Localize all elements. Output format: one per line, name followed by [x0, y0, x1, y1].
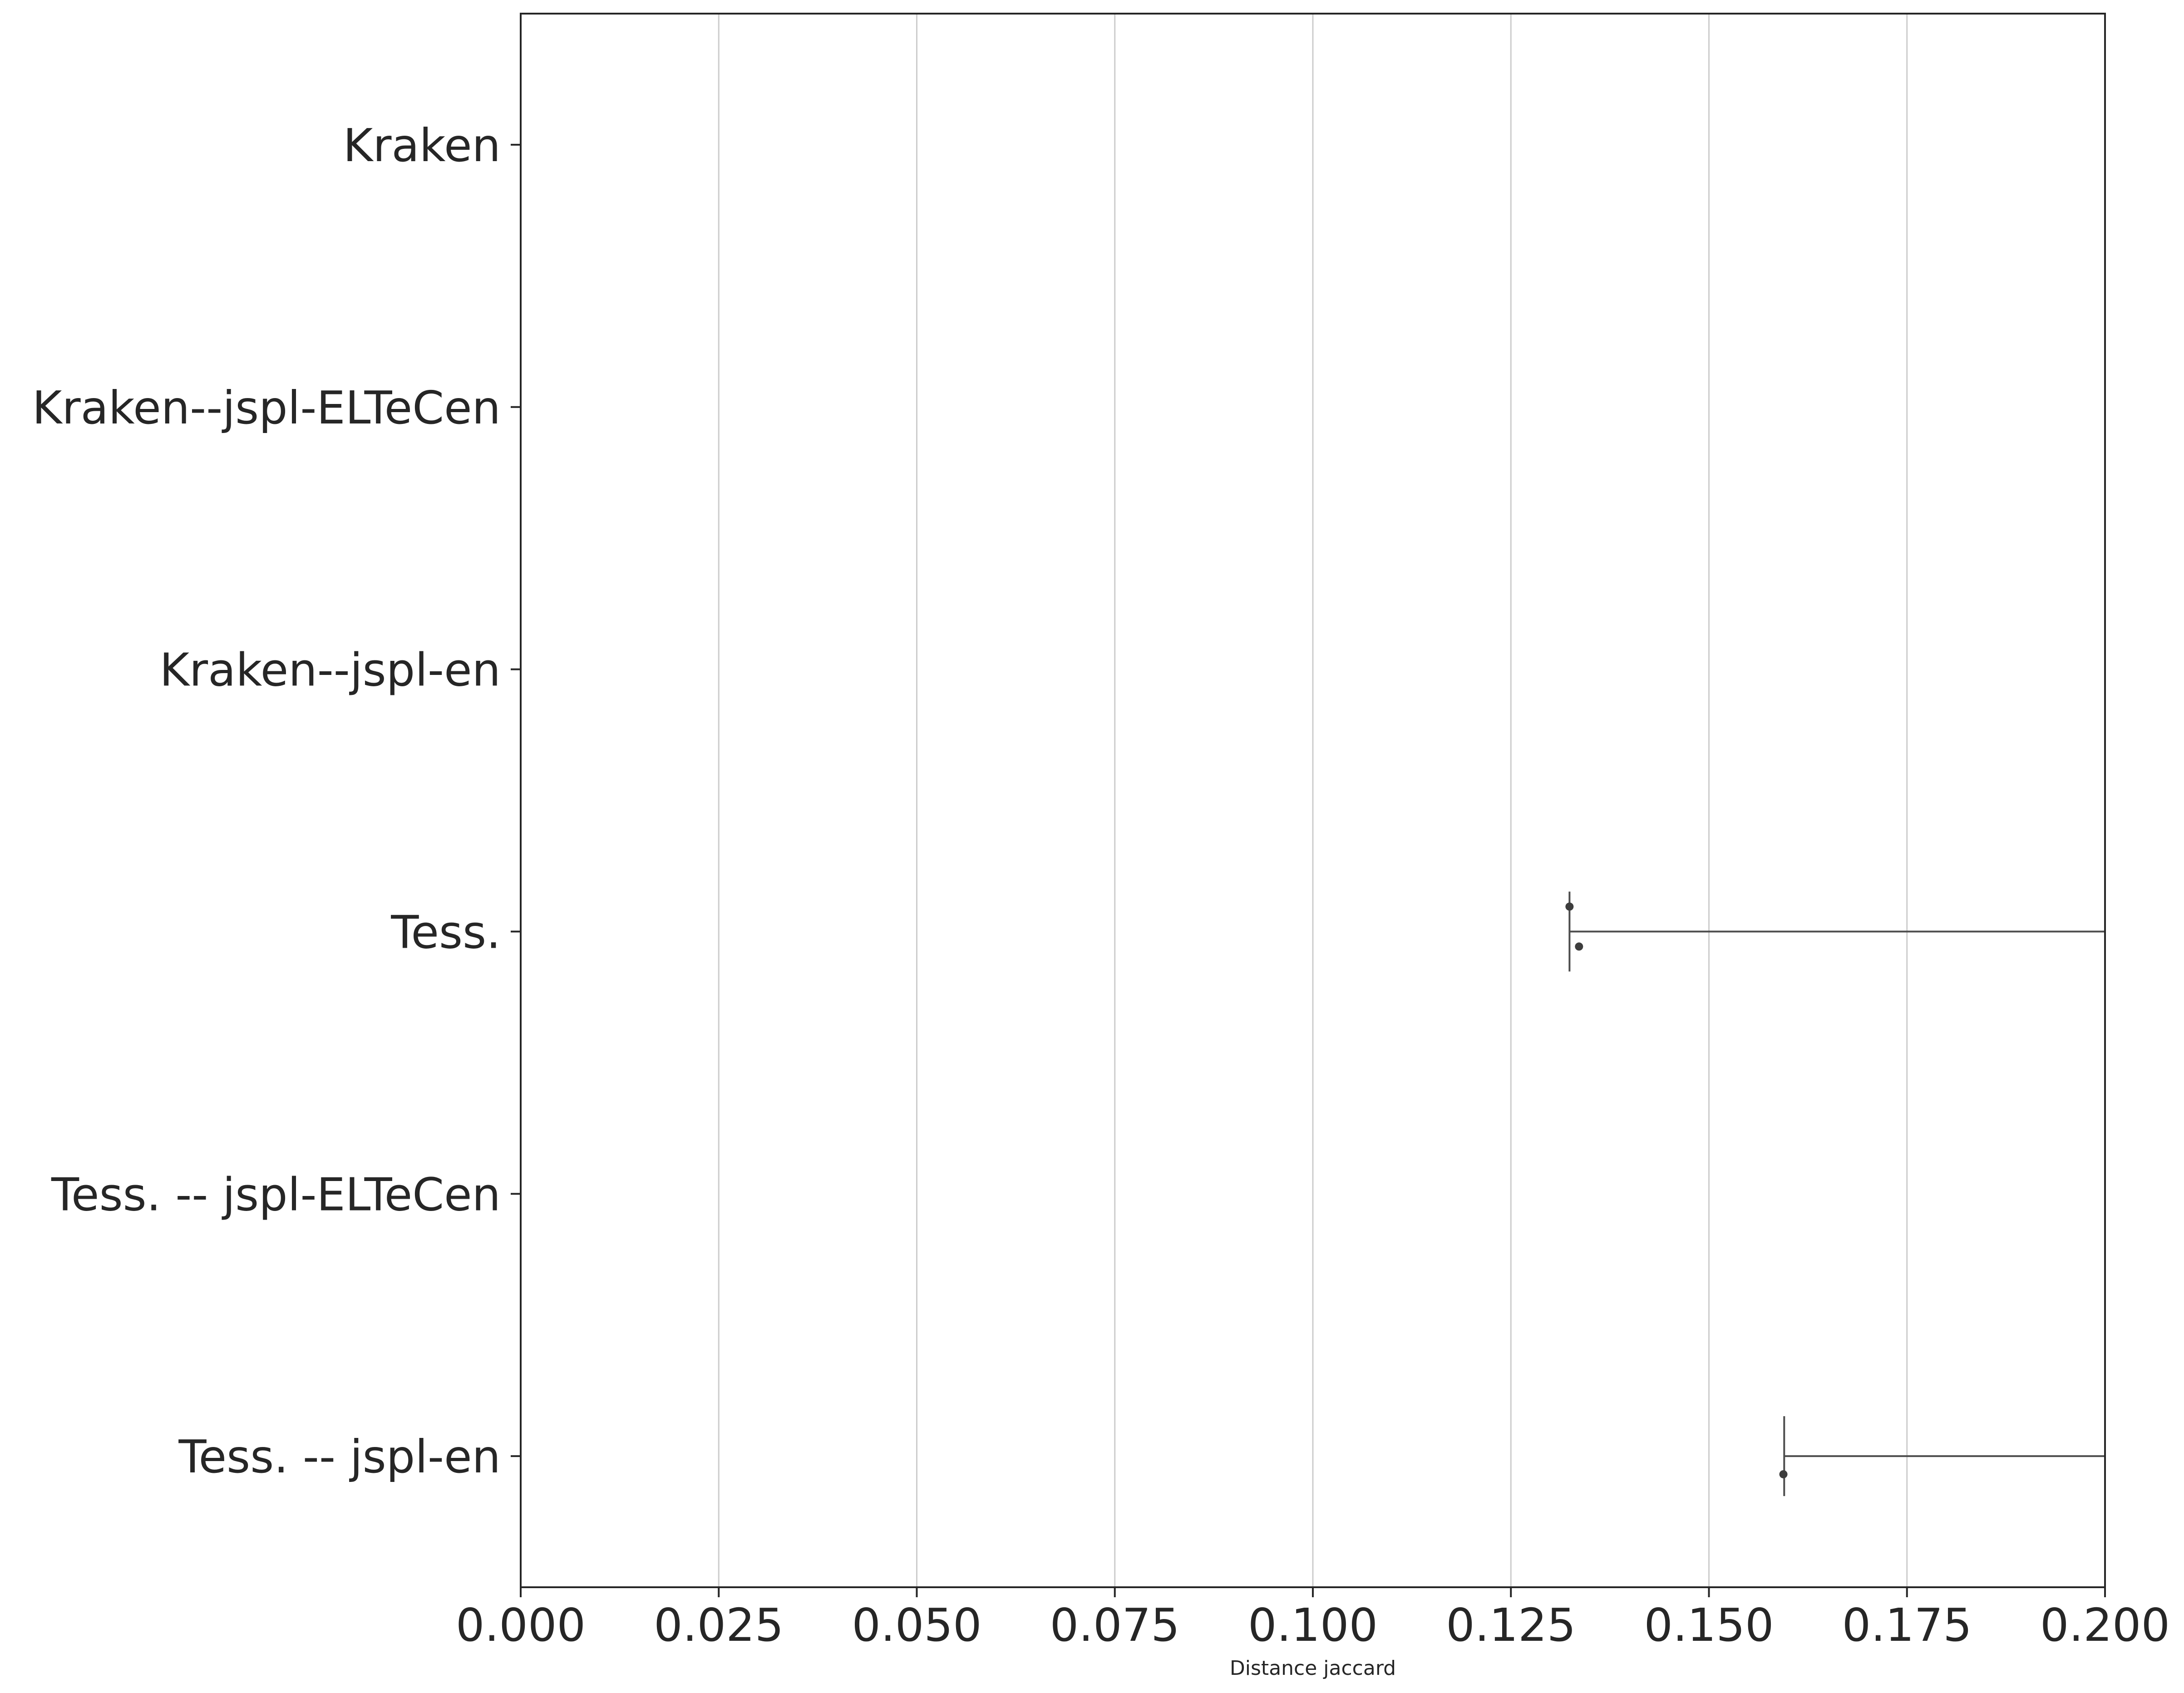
y-tick-label: Tess. -- jspl-ELTeCen — [51, 1168, 501, 1221]
x-tick-label: 0.000 — [456, 1599, 586, 1652]
box-plot-marks — [1565, 891, 2105, 1496]
y-tick-label: Kraken--jspl-ELTeCen — [32, 381, 501, 434]
x-tick-label: 0.150 — [1644, 1599, 1774, 1652]
x-tick-label: 0.175 — [1842, 1599, 1972, 1652]
y-tick-label: Kraken — [343, 119, 501, 172]
x-tick-label: 0.125 — [1446, 1599, 1576, 1652]
x-axis: 0.000 0.025 0.050 0.075 0.100 0.125 0.150 0.175… — [456, 1587, 2170, 1652]
y-tick-label: Tess. — [390, 906, 501, 959]
x-tick-label: 0.050 — [852, 1599, 981, 1652]
x-tick-label: 0.200 — [2040, 1599, 2170, 1652]
y-tick-label: Tess. -- jspl-en — [178, 1430, 501, 1483]
x-tick-label: 0.100 — [1248, 1599, 1378, 1652]
vertical-gridlines — [718, 14, 1908, 1587]
outlier-point — [1565, 902, 1574, 911]
outlier-point — [1779, 1470, 1788, 1479]
x-axis-label: Distance jaccard — [1230, 1657, 1396, 1680]
x-tick-label: 0.075 — [1050, 1599, 1180, 1652]
y-tick-label: Kraken--jspl-en — [159, 644, 501, 697]
y-axis: Kraken Kraken--jspl-ELTeCen Kraken--jspl-e… — [32, 119, 521, 1483]
x-tick-label: 0.025 — [654, 1599, 784, 1652]
outlier-point — [1575, 942, 1583, 951]
